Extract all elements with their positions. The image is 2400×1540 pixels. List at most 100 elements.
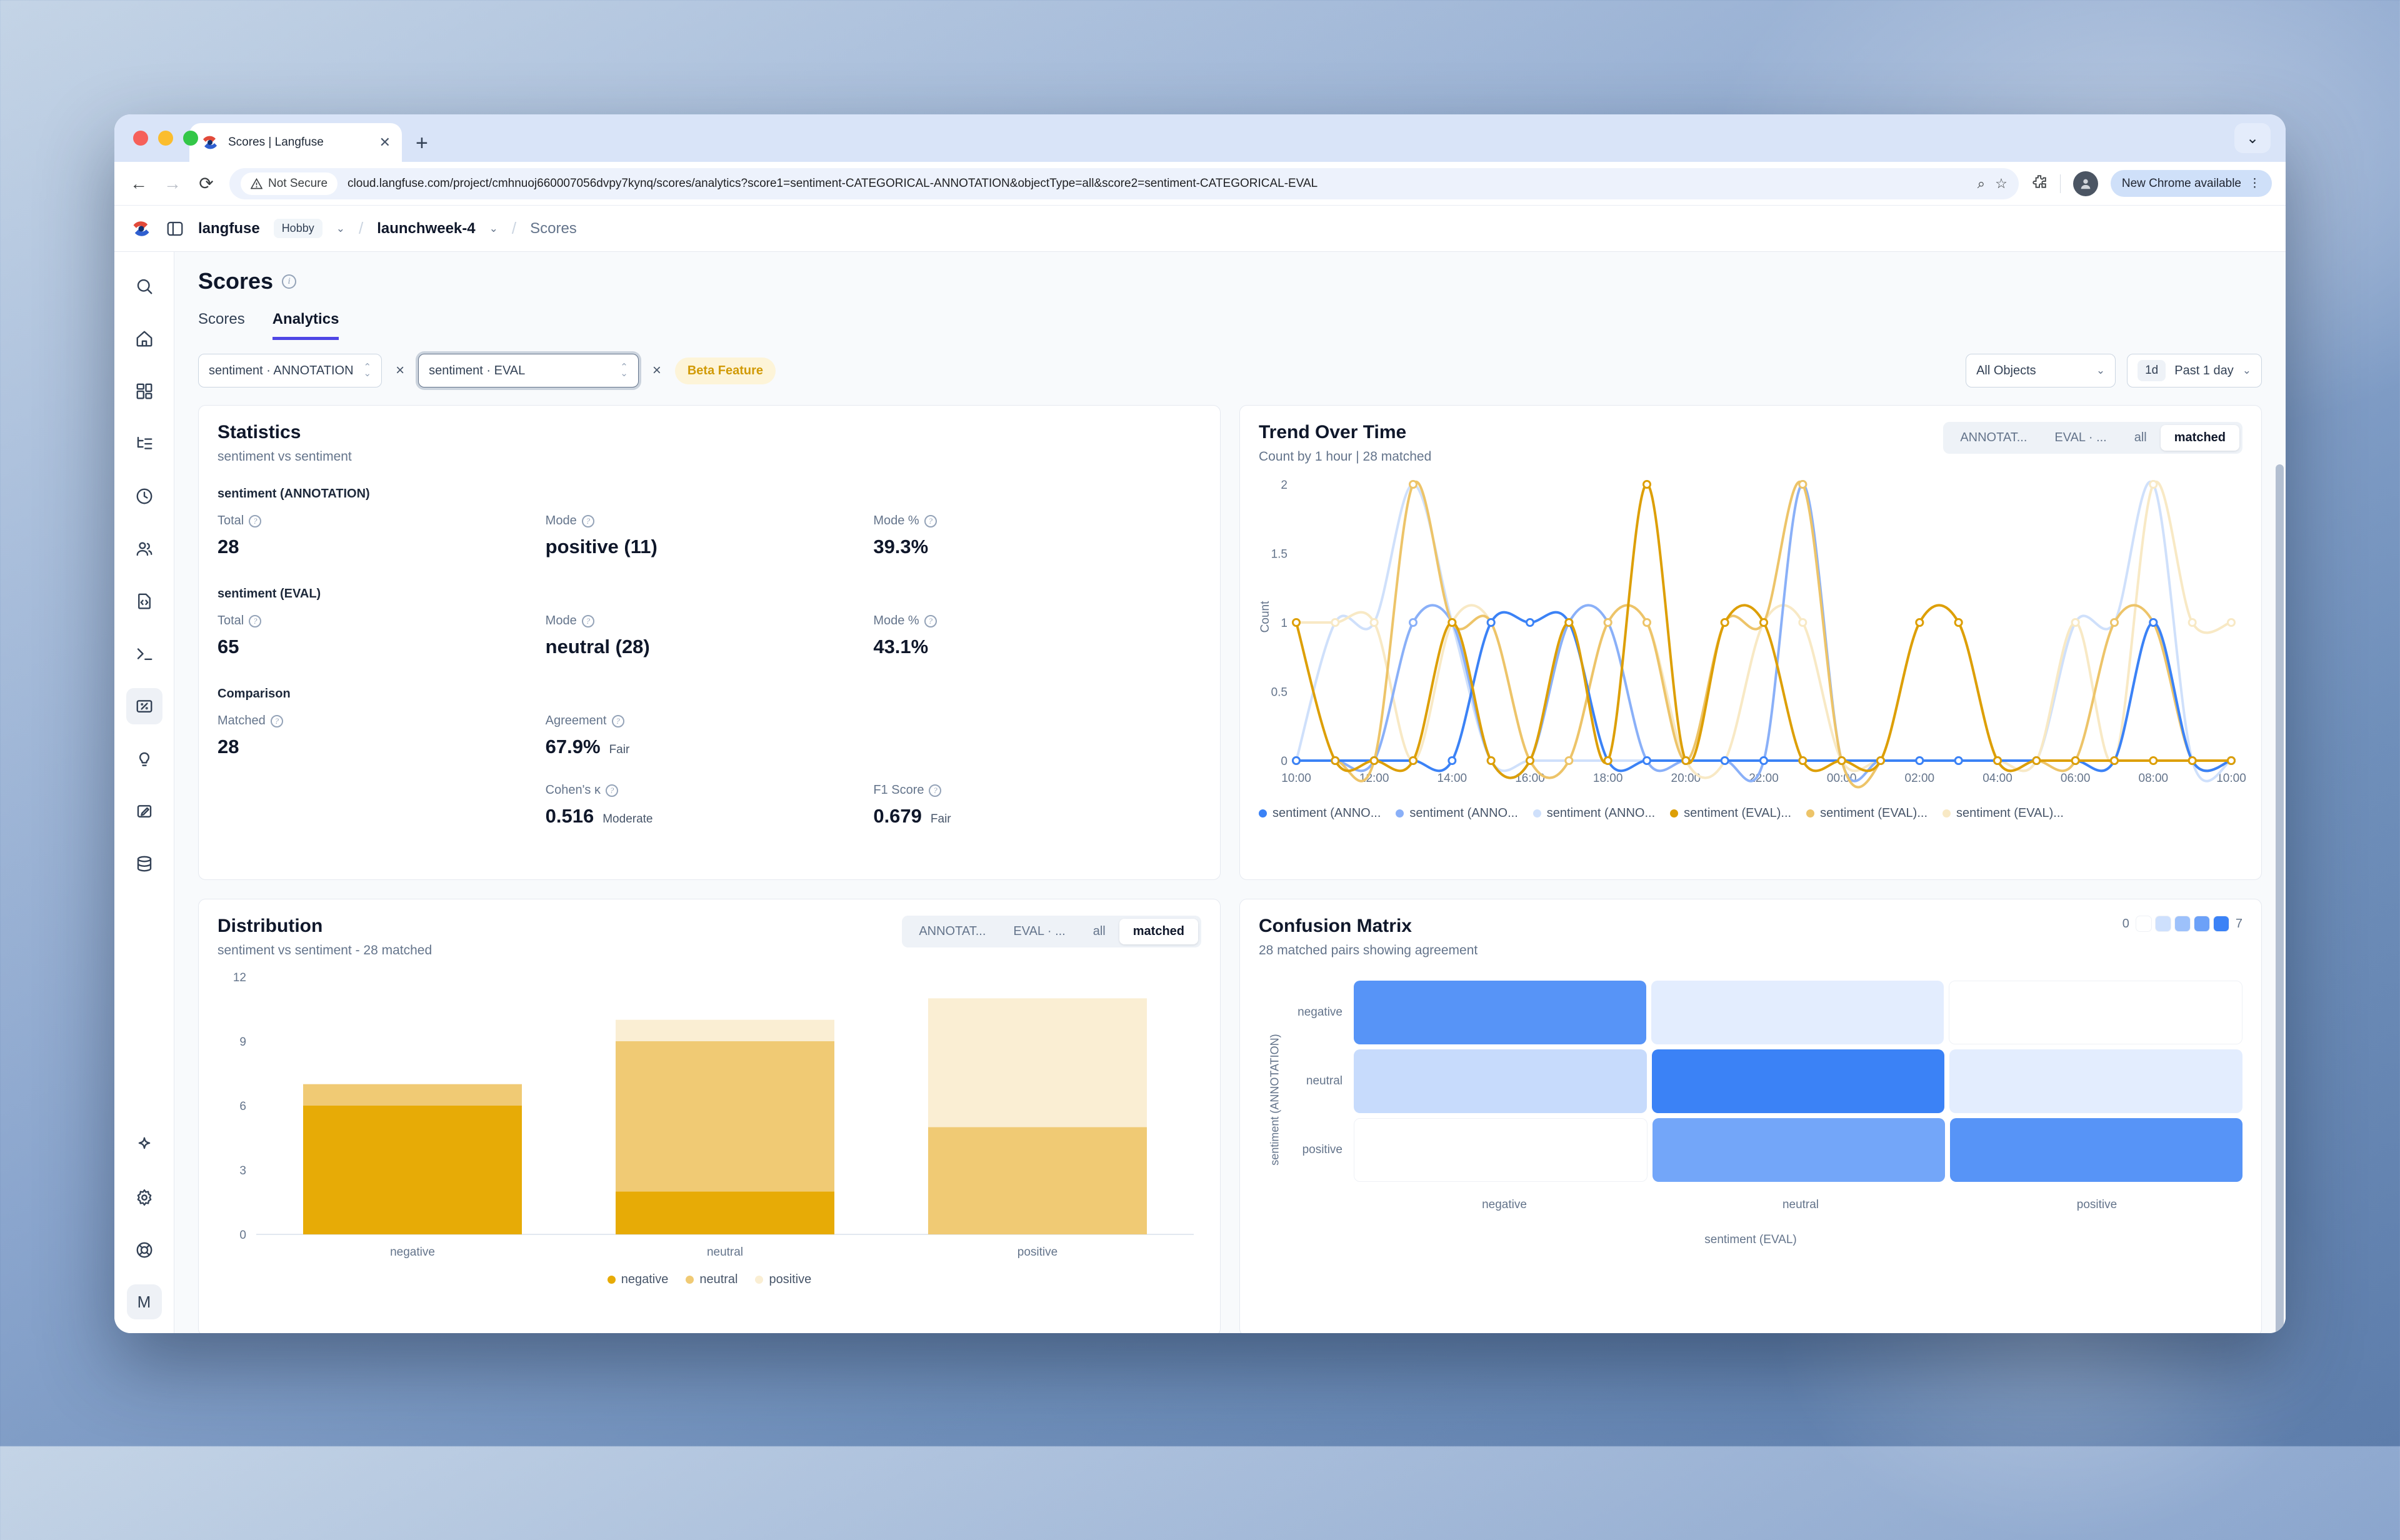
user-avatar[interactable]: M [126,1284,162,1319]
help-icon[interactable]: ? [581,614,594,628]
matrix-cell[interactable] [1950,1118,2242,1182]
tab-search-chevron-icon[interactable]: ⌄ [2234,123,2271,153]
date-range-select[interactable]: 1d Past 1 day ⌄ [2127,354,2262,388]
tab-scores[interactable]: Scores [198,311,245,328]
help-icon[interactable]: ? [924,514,937,528]
support-lifebuoy-icon[interactable] [126,1232,162,1268]
users-icon[interactable] [126,531,162,567]
forward-icon[interactable]: → [164,173,181,193]
datasets-database-icon[interactable] [126,846,162,882]
score2-remove-button[interactable]: × [652,362,661,379]
chrome-update-button[interactable]: New Chrome available ⋮ [2110,170,2272,197]
page-info-icon[interactable]: i [282,274,297,289]
back-icon[interactable]: ← [130,173,148,193]
legend-item[interactable]: sentiment (ANNO... [1396,806,1518,821]
segment-option-all[interactable]: all [1092,924,1106,938]
url-bar[interactable]: Not Secure cloud.langfuse.com/project/cm… [229,168,2019,199]
score1-select[interactable]: sentiment · ANNOTATION ⌃ ⌄ [198,354,382,388]
help-icon[interactable]: ? [270,714,283,728]
segment-option-matched[interactable]: matched [2160,425,2239,451]
matrix-cell[interactable] [1949,1049,2243,1113]
maximize-window-button[interactable] [183,131,198,146]
matrix-cell[interactable] [1949,981,2242,1044]
sidebar-toggle-icon[interactable] [166,219,184,238]
matrix-cell[interactable] [1651,981,1944,1044]
zoom-icon[interactable]: ⌕ [1977,175,1986,191]
object-type-select[interactable]: All Objects ⌄ [1966,354,2116,388]
matrix-cell[interactable] [1354,1049,1647,1113]
new-tab-button[interactable]: + [416,131,428,155]
matrix-cell[interactable] [1354,981,1646,1044]
confusion-matrix-grid: negative neutral positive negative neutral po… [1280,981,2243,1212]
legend-item[interactable]: sentiment (EVAL)... [1670,806,1791,821]
playground-terminal-icon[interactable] [126,636,162,672]
matrix-cell[interactable] [1354,1118,1648,1182]
matrix-cell[interactable] [1652,1118,1945,1182]
langfuse-logo-icon[interactable] [131,218,152,239]
help-icon[interactable]: ? [581,514,594,528]
agreement-qualifier: Fair [609,743,630,756]
help-icon[interactable]: ? [249,514,262,528]
trend-panel: Trend Over Time Count by 1 hour | 28 mat… [1239,405,2262,880]
browser-tab[interactable]: Scores | Langfuse ✕ [189,123,402,162]
app-header: langfuse Hobby ⌄ / launchweek-4 ⌄ / Scor… [114,206,2286,252]
evaluators-lightbulb-icon[interactable] [126,741,162,777]
close-window-button[interactable] [133,131,148,146]
svg-text:12: 12 [233,971,246,984]
segment-option-eval[interactable]: EVAL · ... [2054,431,2107,444]
breadcrumb-org[interactable]: langfuse [198,219,260,237]
extensions-puzzle-icon[interactable] [2031,174,2048,194]
segment-option-all[interactable]: all [2134,431,2147,444]
project-chevron-down-icon[interactable]: ⌄ [489,222,498,234]
metric-eval-total: Total? 65 [218,614,546,658]
legend-item[interactable]: neutral [686,1272,738,1287]
org-chevron-down-icon[interactable]: ⌄ [336,222,345,234]
help-icon[interactable]: ? [249,614,262,628]
confusion-y-axis-label: sentiment (ANNOTATION) [1268,1034,1281,1166]
scores-percent-icon[interactable] [126,688,162,724]
whats-new-sparkle-icon[interactable] [126,1127,162,1163]
segment-option-matched[interactable]: matched [1119,919,1198,944]
home-icon[interactable] [126,321,162,357]
legend-item[interactable]: sentiment (ANNO... [1532,806,1655,821]
help-icon[interactable]: ? [605,784,618,797]
not-secure-chip[interactable]: Not Secure [241,172,338,195]
segment-option-eval[interactable]: EVAL · ... [1013,924,1066,938]
url-text[interactable]: cloud.langfuse.com/project/cmhnuoj660007… [348,176,1318,190]
browser-profile-avatar[interactable] [2072,171,2098,196]
svg-text:10:00: 10:00 [1281,772,1311,785]
bookmark-star-icon[interactable]: ☆ [1995,175,2008,191]
legend-item[interactable]: sentiment (ANNO... [1259,806,1381,821]
search-icon[interactable] [126,268,162,304]
help-icon[interactable]: ? [611,714,624,728]
sessions-clock-icon[interactable] [126,478,162,514]
range-short-chip[interactable]: 1d [2138,360,2166,381]
score1-remove-button[interactable]: × [396,362,405,379]
settings-gear-icon[interactable] [126,1179,162,1216]
help-icon[interactable]: ? [929,784,942,797]
segment-option-annotat[interactable]: ANNOTAT... [1960,431,2028,444]
tab-close-icon[interactable]: ✕ [379,134,391,150]
toolbar-separator [2059,174,2061,193]
score2-select[interactable]: sentiment · EVAL ⌃ ⌄ [418,354,639,388]
segment-option-annotat[interactable]: ANNOTAT... [919,924,986,938]
annotation-clipboard-icon[interactable] [126,793,162,829]
tab-analytics[interactable]: Analytics [272,311,339,340]
reload-icon[interactable]: ⟳ [199,174,214,193]
dashboard-icon[interactable] [126,373,162,409]
help-icon[interactable]: ? [924,614,937,628]
kebab-menu-icon[interactable]: ⋮ [2249,177,2261,190]
tracing-icon[interactable] [126,426,162,462]
page-scrollbar-thumb[interactable] [2276,464,2284,1333]
distribution-view-segmented-control: ANNOTAT... EVAL · ... all matched [902,916,1201,948]
legend-item[interactable]: negative [607,1272,668,1287]
minimize-window-button[interactable] [158,131,173,146]
legend-dot-icon [755,1276,764,1284]
breadcrumb-project[interactable]: launchweek-4 [377,219,476,237]
comparison-label: Comparison [218,687,291,701]
legend-item[interactable]: sentiment (EVAL)... [1942,806,2064,821]
matrix-cell[interactable] [1651,1049,1945,1113]
legend-item[interactable]: positive [755,1272,811,1287]
legend-item[interactable]: sentiment (EVAL)... [1806,806,1928,821]
prompts-file-code-icon[interactable] [126,583,162,619]
